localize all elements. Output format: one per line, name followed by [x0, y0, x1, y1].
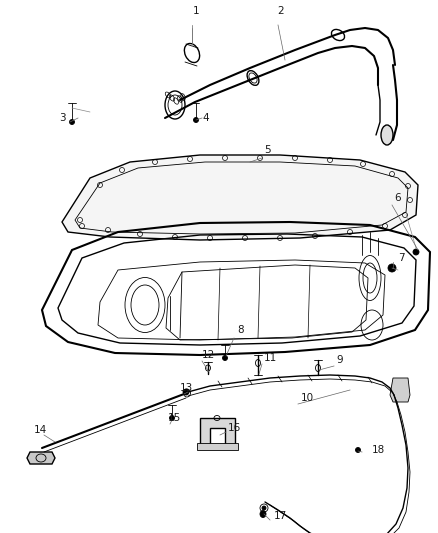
Text: 8: 8 — [237, 325, 244, 335]
Ellipse shape — [381, 125, 393, 145]
Text: 7: 7 — [398, 253, 405, 263]
Ellipse shape — [388, 264, 396, 272]
Polygon shape — [390, 378, 410, 402]
Text: 5: 5 — [264, 145, 271, 155]
Text: 4: 4 — [202, 113, 208, 123]
Text: 15: 15 — [168, 413, 181, 423]
Polygon shape — [62, 155, 418, 240]
Ellipse shape — [260, 511, 266, 518]
Text: 2: 2 — [278, 6, 284, 16]
Polygon shape — [197, 443, 238, 450]
Text: 6: 6 — [394, 193, 401, 203]
Text: 16: 16 — [228, 423, 241, 433]
Ellipse shape — [413, 249, 419, 255]
Ellipse shape — [170, 416, 174, 421]
Text: 11: 11 — [264, 353, 277, 363]
Ellipse shape — [194, 117, 198, 123]
Polygon shape — [200, 418, 235, 445]
Ellipse shape — [183, 389, 189, 395]
Ellipse shape — [223, 356, 227, 360]
Text: 14: 14 — [34, 425, 47, 435]
Text: 10: 10 — [301, 393, 314, 403]
Ellipse shape — [262, 506, 266, 510]
Text: 3: 3 — [60, 113, 66, 123]
Text: 9: 9 — [336, 355, 343, 365]
Text: 18: 18 — [372, 445, 385, 455]
Ellipse shape — [356, 448, 360, 453]
Polygon shape — [27, 452, 55, 464]
Text: 1: 1 — [193, 6, 199, 16]
Text: 13: 13 — [180, 383, 193, 393]
Text: 12: 12 — [202, 350, 215, 360]
Text: 17: 17 — [274, 511, 287, 521]
Ellipse shape — [70, 119, 74, 125]
